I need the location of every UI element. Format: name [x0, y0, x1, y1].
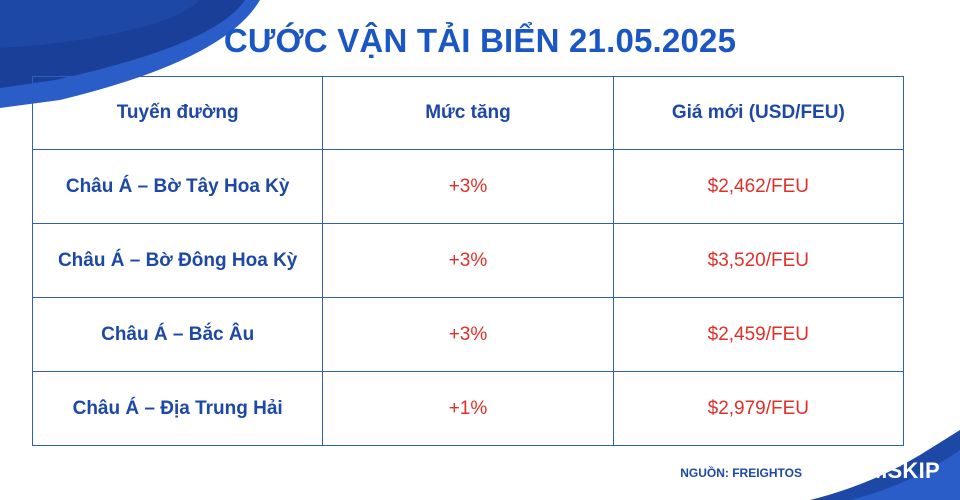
- header-increase: Mức tăng: [322, 76, 614, 150]
- increase-cell: +3%: [322, 297, 614, 372]
- table-row: Châu Á – Bờ Tây Hoa Kỳ +3% $2,462/FEU: [31, 149, 905, 224]
- price-cell: $2,459/FEU: [612, 297, 905, 372]
- increase-cell: +1%: [322, 371, 614, 446]
- increase-cell: +3%: [322, 223, 614, 298]
- eimskip-logo-icon: [815, 460, 840, 481]
- header-new-price: Giá mới (USD/FEU): [612, 76, 905, 150]
- table-row: Châu Á – Bờ Đông Hoa Kỳ +3% $3,520/FEU: [31, 223, 905, 298]
- price-cell: $3,520/FEU: [612, 223, 905, 298]
- route-cell: Châu Á – Bờ Tây Hoa Kỳ: [31, 149, 324, 224]
- increase-cell: +3%: [322, 149, 614, 224]
- table-row: Châu Á – Địa Trung Hải +1% $2,979/FEU: [31, 371, 905, 446]
- route-cell: Châu Á – Bắc Âu: [31, 297, 324, 372]
- freight-rate-table: Tuyến đường Mức tăng Giá mới (USD/FEU) C…: [31, 76, 905, 446]
- route-cell: Châu Á – Địa Trung Hải: [31, 371, 324, 446]
- source-caption: NGUỒN: FREIGHTOS: [680, 466, 802, 480]
- brand-logo: EIMSKIP: [813, 456, 940, 486]
- page-title: CƯỚC VẬN TẢI BIỂN 21.05.2025: [223, 22, 737, 59]
- price-cell: $2,979/FEU: [612, 371, 905, 446]
- table-header-row: Tuyến đường Mức tăng Giá mới (USD/FEU): [31, 76, 905, 150]
- price-cell: $2,462/FEU: [612, 149, 905, 224]
- header-route: Tuyến đường: [31, 76, 324, 150]
- route-cell: Châu Á – Bờ Đông Hoa Kỳ: [31, 223, 324, 298]
- logo-text: EIMSKIP: [847, 458, 940, 483]
- table-row: Châu Á – Bắc Âu +3% $2,459/FEU: [31, 297, 905, 372]
